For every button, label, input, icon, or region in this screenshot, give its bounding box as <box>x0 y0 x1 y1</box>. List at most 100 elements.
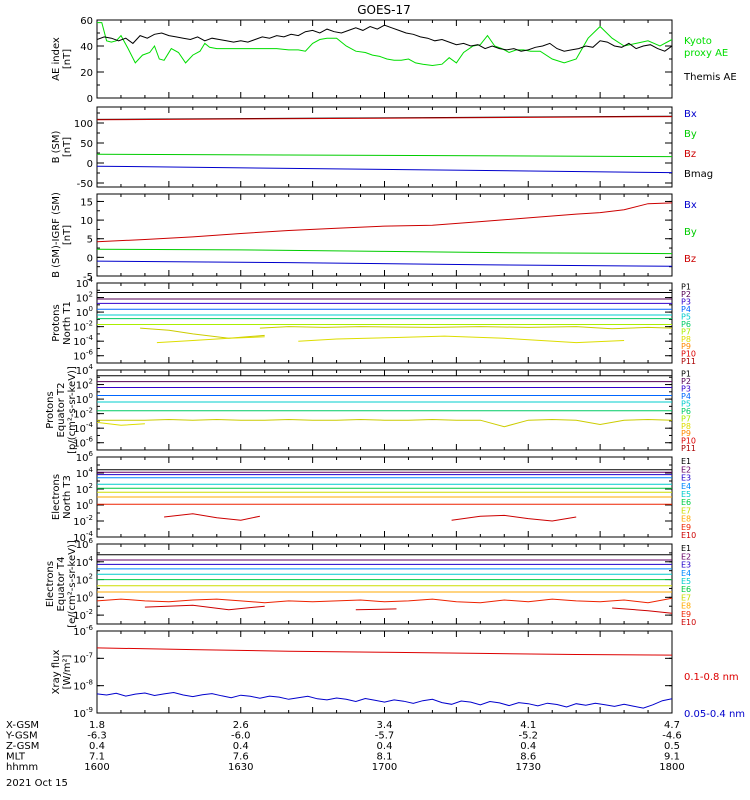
panel-bigrf: -5 0 5 10 15 B (SM)-IGRF (SM) [nT] Bx By Bz <box>51 192 697 283</box>
legend-entry: Bz <box>684 254 696 265</box>
legend-entry: E1 <box>681 457 691 466</box>
legend-entry: By <box>684 129 697 140</box>
series-group <box>97 647 672 709</box>
ephemeris-value: 1700 <box>372 762 397 773</box>
y-axis-label: Electrons <box>51 474 62 520</box>
legend-entry: E10 <box>681 618 696 627</box>
legend-entry: Bz <box>684 149 696 160</box>
y-tick-label: 10-2 <box>73 608 93 622</box>
legend-entry: Kyoto <box>684 36 712 47</box>
legend-entry: P1 <box>681 283 691 292</box>
y-tick-label: 10-9 <box>73 706 93 720</box>
y-tick-label: 104 <box>76 466 94 480</box>
y-tick-label: 102 <box>76 573 93 587</box>
legend-entry: E6 <box>681 498 691 507</box>
y-tick-label: 15 <box>80 197 93 208</box>
legend-entry: E8 <box>681 515 691 524</box>
legend-entry: P7 <box>681 327 691 336</box>
y-tick-label: 100 <box>76 498 93 512</box>
legend-entry: proxy AE <box>684 48 728 59</box>
y-tick-label: 40 <box>80 42 93 53</box>
y-tick-label: 102 <box>76 378 93 392</box>
y-tick-label: 104 <box>76 555 94 569</box>
y-tick-label: 10-4 <box>73 421 93 435</box>
legend-entry: Themis AE <box>683 72 737 83</box>
legend-entry: E8 <box>681 602 691 611</box>
legend-entry: P8 <box>681 335 691 344</box>
legend-entry: P11 <box>681 357 696 366</box>
legend-entry: E10 <box>681 531 696 540</box>
legend-entry: E7 <box>681 506 691 515</box>
legend: 0.1-0.8 nm 0.05-0.4 nm <box>684 672 745 720</box>
series-line-p7 <box>97 418 672 428</box>
y-axis-label: [W/m²] <box>62 654 73 689</box>
legend-entry: P2 <box>681 377 691 386</box>
ephemeris-value: 0.4 <box>520 741 536 752</box>
time-axis-block: X-GSM 1.8 2.6 3.4 4.1 4.7 Y-GSM -6.3 -6.0 -5.7 -5.… <box>5 720 685 773</box>
y-tick-label: 100 <box>74 119 93 130</box>
y-tick-label: 10-6 <box>73 624 93 638</box>
y-axis-label: [nT] <box>62 137 73 157</box>
y-tick-label: 10 <box>80 216 93 227</box>
series-group <box>97 115 672 174</box>
y-axis-label: Equator T4 <box>56 557 67 612</box>
date-label: 2021 Oct 15 <box>6 778 68 789</box>
y-axis-label: AE index <box>51 37 62 81</box>
series-line-e10b <box>451 514 577 522</box>
legend-entry: E3 <box>681 474 691 483</box>
legend-entry: P11 <box>681 444 696 453</box>
y-tick-label: 10-8 <box>73 679 93 693</box>
series-line-0-05-0-4-nm <box>97 691 672 709</box>
legend-entry: P1 <box>681 370 691 379</box>
y-tick-label: 106 <box>76 450 94 464</box>
y-tick-label: 100 <box>76 305 93 319</box>
y-axis-label: North T1 <box>62 301 73 345</box>
ephemeris-row-label: Y-GSM <box>5 731 38 742</box>
series-line-p9a <box>156 336 265 344</box>
legend-entry: P9 <box>681 342 691 351</box>
ephemeris-value: 1630 <box>228 762 253 773</box>
legend-entry: By <box>684 227 697 238</box>
legend-entry: 0.05-0.4 nm <box>684 709 745 720</box>
legend-entry: P6 <box>681 320 691 329</box>
series-line-e10a <box>164 513 261 521</box>
legend-entry: Bx <box>684 109 697 120</box>
series-line-bx <box>97 260 672 267</box>
y-tick-label: 10-2 <box>73 320 93 334</box>
legend-entry: E4 <box>681 569 691 578</box>
legend-entry: E5 <box>681 577 691 586</box>
ephemeris-value: -6.0 <box>231 731 251 742</box>
legend-entry: P6 <box>681 407 691 416</box>
ephemeris-row-label: MLT <box>6 752 26 763</box>
legend-entry: P10 <box>681 437 696 446</box>
y-axis-label: B (SM) <box>51 130 62 163</box>
legend-entry: P10 <box>681 350 696 359</box>
series-line-bx <box>97 165 672 174</box>
legend-entry: E1 <box>681 544 691 553</box>
ephemeris-value: 0.5 <box>664 741 680 752</box>
legend-entry: P3 <box>681 298 691 307</box>
ephemeris-value: -5.7 <box>375 731 395 742</box>
ephemeris-value: 1800 <box>659 762 684 773</box>
y-tick-label: 10-4 <box>73 334 93 348</box>
series-line-e10b <box>355 608 397 611</box>
y-ticks: -50 0 50 100 <box>74 112 672 190</box>
ephemeris-value: 1.8 <box>89 720 105 731</box>
y-ticks: -5 0 5 10 15 <box>80 197 672 283</box>
y-tick-label: -5 <box>83 272 93 283</box>
y-tick-label: 100 <box>76 590 93 604</box>
legend-entry: E4 <box>681 482 691 491</box>
panel-electrons-t4: 106 104 102 100 10-2 Electrons Equator T4 [e/(c… <box>45 537 696 628</box>
legend-entry: E9 <box>681 610 691 619</box>
legend-entry: E9 <box>681 523 691 532</box>
series-line-e10a <box>144 604 265 611</box>
series-line-p8 <box>97 421 145 426</box>
